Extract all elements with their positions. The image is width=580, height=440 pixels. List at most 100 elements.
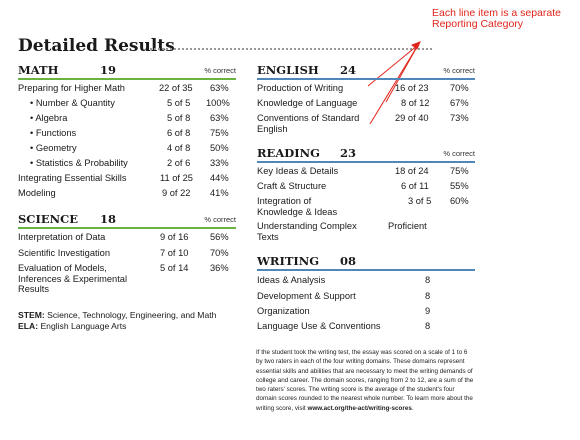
row-percent: 67%	[450, 98, 469, 108]
writing-score-note: If the student took the writing test, th…	[256, 348, 474, 413]
english-score: 24	[340, 63, 357, 77]
row-score: 9	[425, 306, 431, 316]
row-percent: 70%	[450, 83, 469, 93]
row-percent: 100%	[206, 98, 230, 108]
writing-rule	[257, 269, 475, 271]
row-percent: 56%	[210, 232, 229, 242]
writing-note-text: If the student took the writing test, th…	[256, 349, 474, 412]
row-label: Integration of Knowledge & Ideas	[257, 196, 338, 217]
row-score: Proficient	[388, 221, 427, 231]
row-percent: 73%	[450, 113, 469, 123]
title-dotted-rule	[150, 48, 432, 50]
stem-legend: STEM: Science, Technology, Engineering, …	[18, 310, 248, 321]
row-score: 6 of 8	[167, 128, 191, 138]
math-section: MATH 19 % correct Preparing for Higher M…	[18, 63, 236, 213]
row-label: Ideas & Analysis	[257, 275, 326, 285]
ela-abbr: ELA:	[18, 321, 39, 331]
row-score: 9 of 16	[160, 232, 189, 242]
arrow-head	[411, 41, 421, 50]
writing-heading: WRITING	[257, 254, 320, 268]
row-score: 5 of 8	[167, 113, 191, 123]
english-percent-header: % correct	[443, 66, 475, 75]
math-heading: MATH	[18, 63, 59, 77]
writing-section: WRITING 08 Ideas & Analysis 8 Developmen…	[257, 254, 475, 344]
english-section: ENGLISH 24 % correct Production of Writi…	[257, 63, 475, 143]
row-score: 5 of 14	[160, 263, 189, 273]
row-label: Language Use & Conventions	[257, 321, 381, 331]
row-label: • Number & Quantity	[30, 98, 115, 108]
reading-rule	[257, 161, 475, 163]
row-percent: 50%	[210, 143, 229, 153]
science-section: SCIENCE 18 % correct Interpretation of D…	[18, 212, 236, 302]
science-rule	[18, 227, 236, 229]
row-label: Evaluation of Models, Inferences & Exper…	[18, 263, 128, 294]
row-percent: 36%	[210, 263, 229, 273]
row-label: Production of Writing	[257, 83, 344, 93]
row-score: 6 of 11	[401, 181, 429, 191]
row-percent: 41%	[210, 188, 229, 198]
row-score: 8	[425, 321, 431, 331]
row-score: 5 of 5	[167, 98, 191, 108]
row-percent: 60%	[450, 196, 469, 206]
row-label: • Geometry	[30, 143, 77, 153]
row-label: • Functions	[30, 128, 77, 138]
row-percent: 55%	[450, 181, 469, 191]
row-label: Integrating Essential Skills	[18, 173, 127, 183]
row-label: Key Ideas & Details	[257, 166, 339, 176]
row-percent: 63%	[210, 113, 229, 123]
row-score: 4 of 8	[167, 143, 191, 153]
ela-text: English Language Arts	[40, 321, 127, 331]
row-score: 29 of 40	[395, 113, 429, 123]
row-score: 16 of 23	[395, 83, 429, 93]
row-percent: 63%	[210, 83, 229, 93]
row-score: 3 of 5	[408, 196, 432, 206]
row-score: 8	[425, 275, 431, 285]
annotation-note: Each line item is a separate Reporting C…	[432, 7, 561, 30]
math-score: 19	[100, 63, 117, 77]
row-label: Knowledge of Language	[257, 98, 358, 108]
reading-score: 23	[340, 146, 357, 160]
ela-legend: ELA: English Language Arts	[18, 321, 248, 332]
reading-section: READING 23 % correct Key Ideas & Details…	[257, 146, 475, 251]
page-title: Detailed Results	[18, 36, 175, 56]
row-percent: 33%	[210, 158, 229, 168]
abbreviation-legend: STEM: Science, Technology, Engineering, …	[18, 310, 248, 332]
science-heading: SCIENCE	[18, 212, 79, 226]
row-score: 18 of 24	[395, 166, 429, 176]
reading-percent-header: % correct	[443, 149, 475, 158]
writing-score: 08	[340, 254, 357, 268]
row-label: Preparing for Higher Math	[18, 83, 125, 93]
row-label: Modeling	[18, 188, 56, 198]
writing-scores-link[interactable]: www.act.org/the-act/writing-scores	[307, 404, 412, 412]
row-label: • Statistics & Probability	[30, 158, 128, 168]
stem-text: Science, Technology, Engineering, and Ma…	[47, 310, 217, 320]
row-label: Understanding Complex Texts	[257, 221, 357, 242]
math-percent-header: % correct	[204, 66, 236, 75]
row-label: Craft & Structure	[257, 181, 327, 191]
row-label: Conventions of Standard English	[257, 113, 360, 134]
english-rule	[257, 78, 475, 80]
row-score: 11 of 25	[160, 173, 193, 183]
row-label: Development & Support	[257, 291, 356, 301]
row-label: Scientific Investigation	[18, 248, 110, 258]
row-percent: 70%	[210, 248, 229, 258]
math-rule	[18, 78, 236, 80]
row-score: 2 of 6	[167, 158, 191, 168]
row-percent: 75%	[450, 166, 469, 176]
row-percent: 44%	[210, 173, 229, 183]
english-heading: ENGLISH	[257, 63, 319, 77]
science-score: 18	[100, 212, 117, 226]
row-label: Interpretation of Data	[18, 232, 106, 242]
row-score: 8	[425, 291, 431, 301]
row-label: Organization	[257, 306, 310, 316]
arrow-line	[369, 44, 419, 125]
writing-note-end: .	[411, 404, 414, 412]
science-percent-header: % correct	[204, 215, 236, 224]
reading-heading: READING	[257, 146, 320, 160]
row-score: 7 of 10	[160, 248, 189, 258]
row-score: 22 of 35	[159, 83, 193, 93]
row-percent: 75%	[210, 128, 229, 138]
row-label: • Algebra	[30, 113, 68, 123]
stem-abbr: STEM:	[18, 310, 45, 320]
row-score: 8 of 12	[401, 98, 430, 108]
